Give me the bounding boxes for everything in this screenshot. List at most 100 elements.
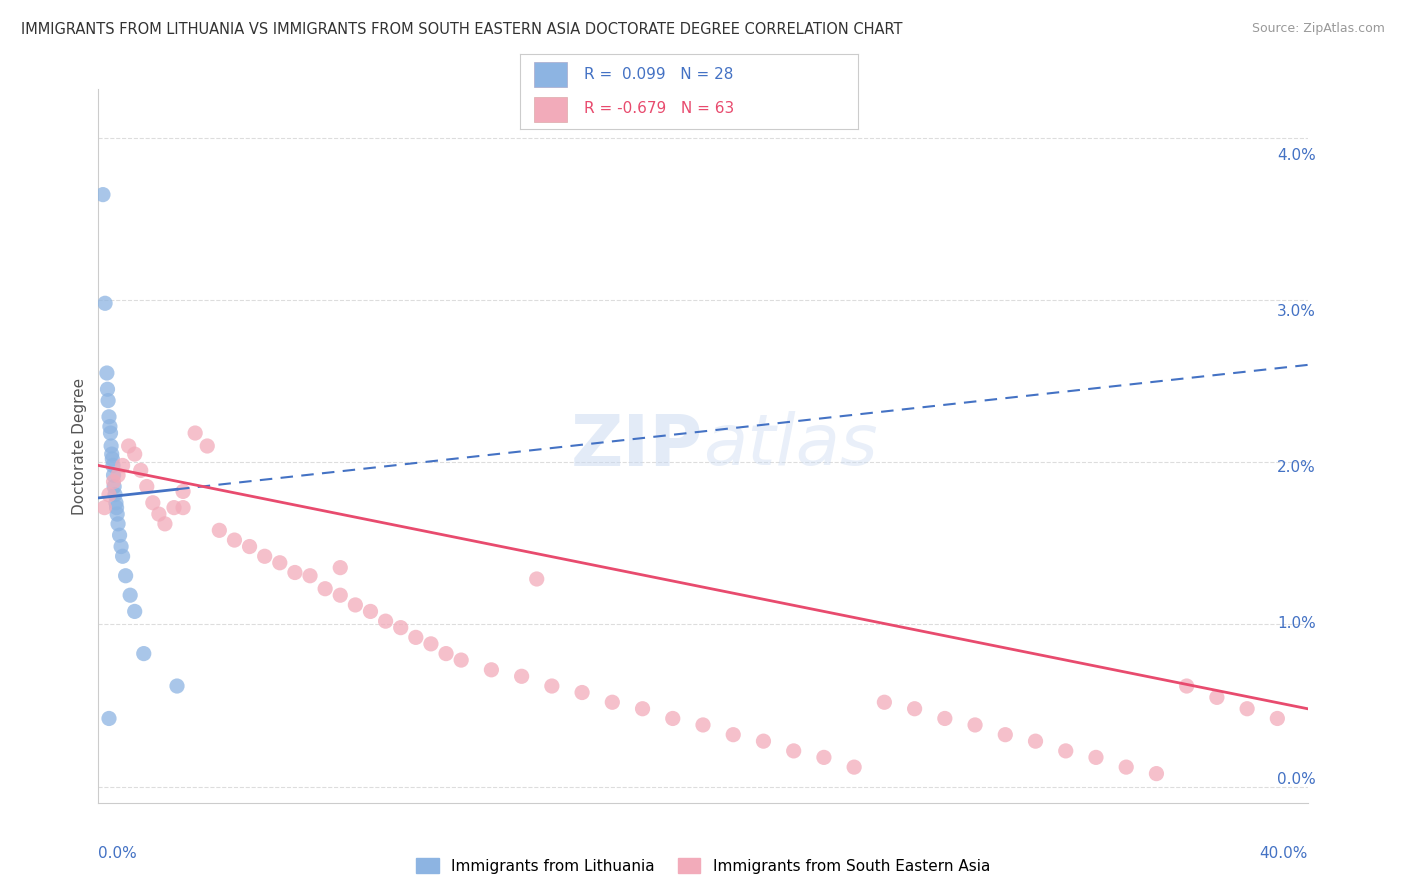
Point [172,373,194,387]
Point [600,681,623,695]
Text: R =  0.099   N = 28: R = 0.099 N = 28 [585,67,734,82]
Point [240,503,263,517]
Point [179,478,201,492]
Point [1199,696,1222,710]
Point [180,498,202,512]
Point [186,462,209,476]
Point [232,503,254,517]
Point [873,690,896,705]
Point [183,518,205,533]
Point [792,737,814,751]
Point [177,456,200,470]
Point [188,568,211,582]
Point [170,306,193,320]
Point [437,618,460,632]
Point [478,643,501,657]
Point [179,483,201,497]
Point [274,524,297,539]
Point [240,487,263,501]
Point [225,518,247,533]
Y-axis label: Doctorate Degree: Doctorate Degree [72,382,87,519]
Point [287,533,309,548]
Point [560,571,582,585]
Text: R = -0.679   N = 63: R = -0.679 N = 63 [585,101,734,116]
Point [179,471,201,485]
Point [315,549,337,564]
Point [492,649,515,664]
Point [818,743,841,757]
Point [409,603,432,617]
Point [191,443,214,458]
Point [423,612,446,626]
Point [981,721,1004,735]
Point [763,728,786,742]
Point [202,467,225,481]
Point [928,706,950,720]
Point [180,490,202,504]
FancyBboxPatch shape [534,62,568,87]
Point [219,508,242,523]
Point [845,753,868,767]
Point [176,443,198,458]
Point [169,202,191,216]
Text: IMMIGRANTS FROM LITHUANIA VS IMMIGRANTS FROM SOUTH EASTERN ASIA DOCTORATE DEGREE: IMMIGRANTS FROM LITHUANIA VS IMMIGRANTS … [21,22,903,37]
Point [184,529,207,543]
Point [214,498,236,512]
Text: Source: ZipAtlas.com: Source: ZipAtlas.com [1251,22,1385,36]
Point [197,451,219,466]
Text: ZIP: ZIP [588,416,721,485]
Text: 0.0%: 0.0% [176,835,215,850]
Text: 40.0%: 40.0% [1218,835,1265,850]
Point [1118,758,1140,772]
Point [174,490,197,504]
Point [737,721,759,735]
Point [368,581,391,595]
Point [464,633,486,648]
Point [627,690,650,705]
Point [170,503,193,517]
Point [186,549,209,564]
Point [174,415,197,429]
Point [328,556,350,570]
Point [176,431,198,445]
Point [235,674,257,689]
Point [174,706,197,720]
Text: atlas: atlas [721,416,896,485]
Point [173,400,195,414]
Point [252,431,274,445]
Point [519,658,541,673]
Point [174,425,197,439]
Point [382,587,405,601]
Point [177,451,200,466]
Point [342,566,364,580]
Point [710,712,733,726]
Point [193,587,215,601]
Point [177,462,200,476]
Point [382,560,405,574]
Point [181,503,204,517]
Point [546,665,568,680]
FancyBboxPatch shape [534,96,568,122]
Legend: Immigrants from Lithuania, Immigrants from South Eastern Asia: Immigrants from Lithuania, Immigrants fr… [409,852,997,880]
Point [301,540,323,554]
Point [1173,685,1195,699]
Point [574,674,596,689]
Point [205,643,228,657]
Point [1227,706,1250,720]
Point [682,706,704,720]
Point [173,389,195,403]
Point [450,628,472,642]
Point [356,568,378,582]
Point [1036,737,1059,751]
Point [183,471,205,485]
Point [197,603,219,617]
Point [186,540,208,554]
Point [208,483,231,497]
Point [655,696,678,710]
Point [263,443,285,458]
Point [1091,753,1114,767]
Point [181,508,204,523]
Point [900,696,922,710]
Point [1146,674,1168,689]
Point [955,712,977,726]
